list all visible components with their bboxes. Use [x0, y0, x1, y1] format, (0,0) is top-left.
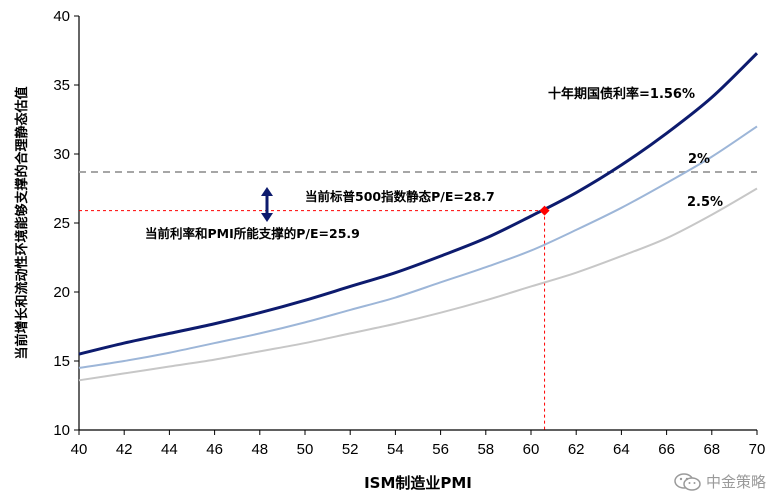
y-tick-label: 10: [53, 422, 70, 439]
series-lines: [78, 52, 759, 382]
series-line-3: [78, 187, 758, 382]
x-tick-label: 48: [251, 441, 268, 458]
annotation-supported-pe: 当前利率和PMI所能支撑的P/E=25.9: [145, 226, 360, 241]
series-line-2: [78, 125, 758, 369]
x-tick-label: 52: [342, 441, 359, 458]
series-label-1: 十年期国债利率=1.56%: [548, 86, 695, 102]
watermark-text: 中金策略: [705, 473, 766, 491]
x-tick-label: 50: [297, 441, 314, 458]
annotation-current-pe: 当前标普500指数静态P/E=28.7: [305, 189, 495, 204]
y-axis-label: 当前增长和流动性环境能够支撑的合理静态估值: [14, 86, 30, 359]
y-tick-label: 35: [53, 77, 70, 94]
series-label-2: 2%: [688, 152, 710, 167]
series-line-1: [78, 52, 759, 356]
y-tick-label: 15: [53, 353, 70, 370]
y-tick-label: 40: [53, 8, 70, 25]
y-tick-label: 30: [53, 146, 70, 163]
x-ticks: 40 42 44 46 48 50 52 54 56 58 60 62 64 66 68 70: [71, 430, 766, 458]
x-tick-label: 56: [432, 441, 449, 458]
highlight-point: [539, 205, 550, 216]
y-tick-label: 25: [53, 215, 70, 232]
x-tick-label: 66: [658, 441, 675, 458]
y-ticks: 10 15 20 25 30 35 40: [53, 8, 79, 439]
x-tick-label: 64: [613, 441, 630, 458]
x-axis-label: ISM制造业PMI: [364, 474, 472, 492]
reference-lines: [79, 170, 757, 430]
x-tick-label: 62: [568, 441, 585, 458]
x-tick-label: 70: [749, 441, 766, 458]
series-label-3: 2.5%: [687, 195, 723, 210]
x-tick-label: 44: [161, 441, 178, 458]
highlight-point-group: [539, 205, 550, 216]
x-tick-label: 42: [116, 441, 133, 458]
x-tick-label: 58: [477, 441, 494, 458]
wechat-icon: [674, 472, 701, 491]
double-arrow-icon: [261, 187, 273, 222]
x-tick-label: 60: [523, 441, 540, 458]
x-tick-label: 40: [71, 441, 88, 458]
x-tick-label: 46: [206, 441, 223, 458]
watermark: 中金策略: [674, 471, 766, 492]
y-tick-label: 20: [53, 284, 70, 301]
x-tick-label: 68: [703, 441, 720, 458]
x-tick-label: 54: [387, 441, 404, 458]
